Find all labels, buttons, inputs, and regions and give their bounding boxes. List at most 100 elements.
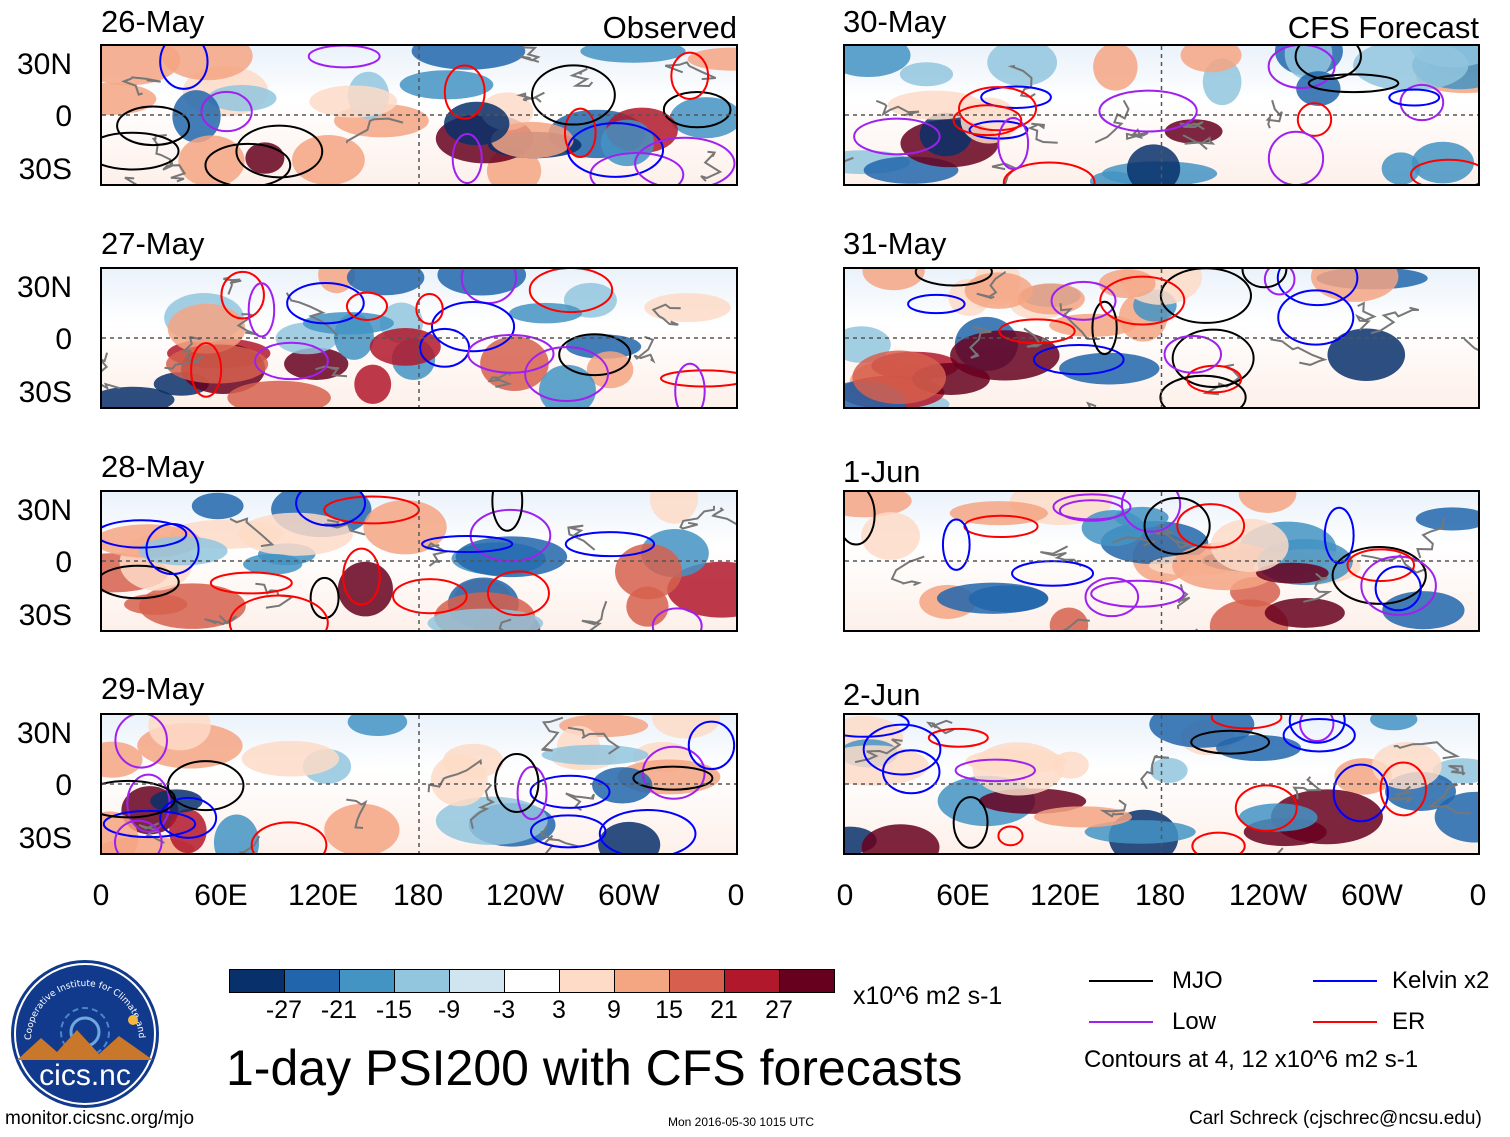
- psi-anomaly-patch: [178, 135, 245, 184]
- psi-anomaly-patch: [845, 492, 912, 518]
- coastline: [121, 76, 161, 96]
- lat-label: 30N: [16, 717, 72, 750]
- coastline: [1094, 99, 1130, 144]
- colorbar-tick: 9: [607, 996, 621, 1024]
- wave-contour: [113, 819, 163, 853]
- wave-contour: [1307, 73, 1400, 94]
- wave-contour: [200, 90, 253, 133]
- coastline: [469, 783, 496, 829]
- wave-contour: [443, 64, 486, 120]
- wave-contour: [1331, 546, 1427, 605]
- svg-text:Cooperative Institute for Clim: Cooperative Institute for Climate and Sa…: [11, 960, 146, 1041]
- coastline: [1276, 847, 1284, 853]
- colorbar-swatch: [669, 969, 725, 993]
- coastline: [541, 716, 564, 752]
- psi-anomaly-patch: [430, 754, 488, 807]
- lon-label: 60W: [598, 879, 660, 912]
- footer-url[interactable]: monitor.cicsnc.org/mjo: [5, 1108, 195, 1129]
- wave-contour: [524, 346, 610, 403]
- psi-anomaly-patch: [284, 347, 349, 381]
- lat-label: 0: [55, 546, 72, 579]
- coastline: [1061, 618, 1090, 630]
- wave-contour: [494, 753, 540, 813]
- coastline: [487, 371, 513, 388]
- psi-anomaly-patch: [652, 715, 721, 739]
- psi-anomaly-patch: [399, 70, 494, 100]
- wave-contour: [295, 492, 367, 527]
- wave-contour: [235, 124, 324, 179]
- psi-anomaly-patch: [354, 364, 392, 404]
- wave-contour: [102, 779, 176, 819]
- psi-anomaly-patch: [167, 303, 246, 354]
- coastline: [424, 542, 449, 567]
- wave-contour: [634, 136, 736, 184]
- wave-contour: [845, 715, 910, 738]
- colorbar-tick: -3: [492, 996, 516, 1024]
- wave-contour: [927, 727, 989, 748]
- wave-contour: [102, 564, 180, 600]
- coastline: [427, 758, 482, 793]
- wave-contour: [1282, 718, 1356, 753]
- wave-contour: [1294, 46, 1362, 81]
- coastline: [540, 824, 581, 848]
- wave-contour: [1296, 102, 1333, 137]
- psi-anomaly-patch: [292, 134, 365, 184]
- map-field: [102, 269, 736, 407]
- psi-anomaly-patch: [490, 121, 574, 159]
- psi-anomaly-patch: [1238, 492, 1297, 513]
- colorbar-swatch: [504, 969, 560, 993]
- psi-anomaly-patch: [1264, 597, 1345, 628]
- coastline: [1393, 741, 1461, 760]
- wave-contour: [1191, 831, 1246, 853]
- psi-anomaly-patch: [1098, 269, 1156, 299]
- coastline: [236, 313, 259, 336]
- psi-anomaly-patch: [302, 312, 394, 335]
- wave-contour: [421, 534, 514, 554]
- map-field: [102, 715, 736, 853]
- panel-date-label: 1-Jun: [843, 454, 921, 489]
- wave-contour: [1052, 493, 1132, 521]
- lon-label: 120W: [485, 879, 565, 912]
- psi-anomaly-patch: [852, 350, 947, 405]
- wave-contour: [1176, 503, 1246, 549]
- coastline: [581, 600, 608, 630]
- wave-contour: [1277, 289, 1355, 346]
- lat-label: 0: [55, 323, 72, 356]
- psi-anomaly-patch: [1410, 46, 1478, 68]
- psi-anomaly-patch: [1126, 144, 1181, 184]
- coastline: [1023, 327, 1050, 348]
- contour-note: Contours at 4, 12 x10^6 m2 s-1: [1084, 1046, 1419, 1073]
- colorbar-tick: -15: [375, 996, 413, 1024]
- wave-contour: [1388, 88, 1441, 107]
- wave-contour: [980, 85, 1052, 109]
- wave-contour: [528, 269, 614, 314]
- coastline: [1265, 99, 1283, 129]
- coastline: [651, 303, 681, 326]
- psi-anomaly-patch: [1084, 820, 1196, 844]
- coastline: [1354, 301, 1377, 331]
- coastline: [162, 159, 187, 183]
- wave-contour: [997, 825, 1024, 847]
- wave-contour: [220, 270, 265, 320]
- wave-contour: [1084, 577, 1140, 618]
- wave-contour: [659, 369, 736, 388]
- wave-contour: [250, 821, 328, 853]
- footer-author[interactable]: Carl Schreck (cjschrec@ncsu.edu): [1189, 1108, 1482, 1129]
- psi-anomaly-patch: [1164, 119, 1223, 144]
- wave-contour: [516, 765, 548, 821]
- psi-anomaly-patch: [1149, 757, 1188, 783]
- psi-anomaly-patch: [138, 536, 228, 566]
- colorbar-tick: -21: [320, 996, 358, 1024]
- map-field: [845, 492, 1478, 630]
- coastline: [346, 798, 368, 829]
- wave-contour: [190, 342, 223, 398]
- psi-anomaly-patch: [845, 46, 911, 78]
- wave-contour: [941, 518, 971, 571]
- psi-anomaly-patch: [347, 715, 408, 737]
- coastline: [1027, 122, 1058, 144]
- colorbar-swatch: [779, 969, 835, 993]
- lat-label: 30N: [16, 494, 72, 527]
- coastline: [1140, 754, 1169, 790]
- panel-date-label: 31-May: [843, 226, 947, 261]
- wave-contour: [1267, 46, 1336, 89]
